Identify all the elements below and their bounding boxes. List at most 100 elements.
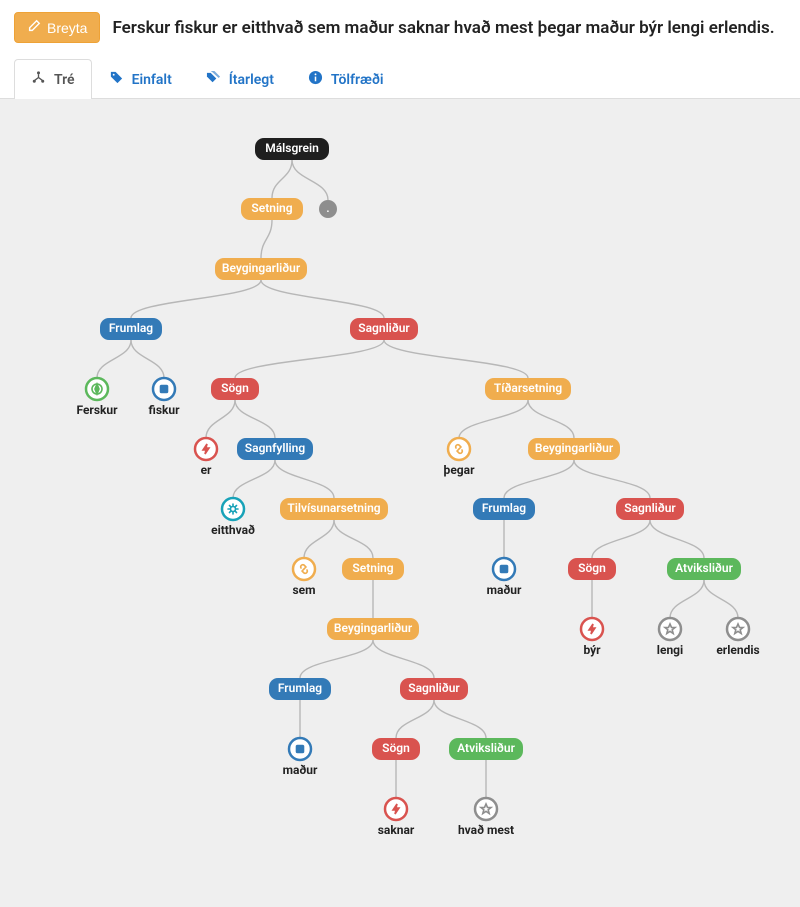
tree-node-label: Sagnliður (624, 501, 676, 515)
tree-node[interactable]: Sögn (568, 558, 616, 580)
tree-leaf[interactable]: býr (581, 618, 603, 657)
tree-edge (261, 220, 272, 258)
tree-node-label: Sagnliður (408, 681, 460, 695)
tree-node[interactable]: Beygingarliður (528, 438, 620, 460)
tag-icon (109, 70, 124, 89)
tree-node[interactable]: Sagnfylling (237, 438, 313, 460)
tree-edge (272, 160, 292, 198)
tree-node[interactable]: Málsgrein (255, 138, 329, 160)
tree-edge (504, 460, 574, 498)
svg-text:.: . (326, 201, 329, 215)
tree-terminal-dot[interactable]: . (319, 200, 337, 218)
tree-node[interactable]: Frumlag (473, 498, 535, 520)
tree-edge (300, 640, 373, 678)
tree-node[interactable]: Beygingarliður (215, 258, 307, 280)
tree-edge (528, 400, 574, 438)
tree-leaf-label: erlendis (716, 643, 759, 657)
tree-node-label: Setning (251, 201, 292, 215)
tree-leaf[interactable]: eitthvað (211, 498, 255, 537)
tree-leaf[interactable]: sem (292, 558, 315, 597)
tree-node[interactable]: Sögn (211, 378, 259, 400)
tree-node[interactable]: Beygingarliður (327, 618, 419, 640)
tree-node-label: Beygingarliður (535, 441, 614, 455)
tree-leaf[interactable]: Ferskur (76, 378, 118, 417)
tree-edge (396, 700, 434, 738)
tree-edge (233, 460, 275, 498)
tree-leaf[interactable]: fiskur (148, 378, 180, 417)
tree-canvas-wrap: Málsgrein Setning. Beygingarliður Frumlag Sa… (0, 99, 800, 907)
tree-edge (235, 340, 384, 378)
tree-edge (131, 280, 261, 318)
tree-edge (670, 580, 704, 618)
tab-einfalt[interactable]: Einfalt (92, 59, 189, 99)
tree-node[interactable]: Setning (342, 558, 404, 580)
tree-edge (131, 340, 164, 378)
tree-node-label: Sagnliður (358, 321, 410, 335)
tree-leaf[interactable]: maður (283, 738, 318, 777)
edit-icon (27, 19, 41, 36)
tree-node-label: Setning (352, 561, 393, 575)
tree-edge (97, 340, 131, 378)
tree-node-label: Tíðarsetning (494, 381, 562, 395)
tab-ítarlegt[interactable]: Ítarlegt (189, 59, 291, 99)
tree-leaf[interactable]: saknar (378, 798, 415, 837)
tree-edge (261, 280, 384, 318)
tree-node[interactable]: Tilvísunarsetning (280, 498, 388, 520)
tree-leaf-label: sem (292, 583, 315, 597)
square-icon (501, 566, 508, 573)
tree-node-label: Atviksliður (675, 561, 733, 575)
tree-edge (373, 640, 434, 678)
tree-edge (292, 160, 328, 200)
tree-edge (650, 520, 704, 558)
tree-node[interactable]: Frumlag (100, 318, 162, 340)
tab-bar: Tré Einfalt Ítarlegt Tölfræði (0, 59, 800, 99)
tree-node[interactable]: Sögn (372, 738, 420, 760)
tree-node-label: Beygingarliður (334, 621, 413, 635)
tab-label: Ítarlegt (229, 72, 274, 88)
tree-node[interactable]: Setning (241, 198, 303, 220)
tree-icon (31, 70, 46, 89)
tree-node-label: Sagnfylling (245, 441, 306, 455)
edit-button[interactable]: Breyta (14, 12, 100, 43)
tree-edge (459, 400, 528, 438)
tree-leaf-label: maður (487, 583, 522, 597)
tab-label: Tré (54, 72, 75, 88)
info-icon (308, 70, 323, 89)
parse-tree: Málsgrein Setning. Beygingarliður Frumlag Sa… (14, 113, 786, 893)
tree-leaf[interactable]: er (195, 438, 217, 477)
tab-label: Tölfræði (331, 72, 384, 88)
tree-leaf[interactable]: maður (487, 558, 522, 597)
tree-leaf[interactable]: erlendis (716, 618, 759, 657)
sentence-text: Ferskur fiskur er eitthvað sem maður sak… (112, 18, 774, 38)
tree-node[interactable]: Sagnliður (350, 318, 418, 340)
tree-edge (434, 700, 486, 738)
tree-leaf-label: saknar (378, 823, 415, 837)
tree-leaf-label: eitthvað (211, 523, 255, 537)
tree-node[interactable]: Frumlag (269, 678, 331, 700)
tree-node[interactable]: Tíðarsetning (485, 378, 571, 400)
tags-icon (206, 70, 221, 89)
tree-edge (334, 520, 373, 558)
tree-node-label: Atviksliður (457, 741, 515, 755)
tree-leaf-label: fiskur (148, 403, 180, 417)
tree-node-label: Sögn (382, 741, 410, 755)
tab-tölfræði[interactable]: Tölfræði (291, 59, 401, 99)
tree-node[interactable]: Atviksliður (667, 558, 741, 580)
tree-node[interactable]: Atviksliður (449, 738, 523, 760)
tree-node-label: Frumlag (109, 321, 153, 335)
tab-tré[interactable]: Tré (14, 59, 92, 99)
tree-node-label: Beygingarliður (222, 261, 301, 275)
tree-leaf[interactable]: þegar (444, 438, 476, 477)
tree-edge (275, 460, 334, 498)
tree-leaf-label: Ferskur (76, 403, 118, 417)
tree-leaf[interactable]: hvað mest (458, 798, 514, 837)
tree-leaf-label: maður (283, 763, 318, 777)
edit-button-label: Breyta (47, 20, 87, 36)
tree-edge (704, 580, 738, 618)
tree-node-label: Sögn (578, 561, 606, 575)
tree-node[interactable]: Sagnliður (616, 498, 684, 520)
tree-leaf-label: lengi (657, 643, 683, 657)
tree-leaf-label: býr (583, 643, 601, 657)
tree-node[interactable]: Sagnliður (400, 678, 468, 700)
tree-leaf[interactable]: lengi (657, 618, 683, 657)
